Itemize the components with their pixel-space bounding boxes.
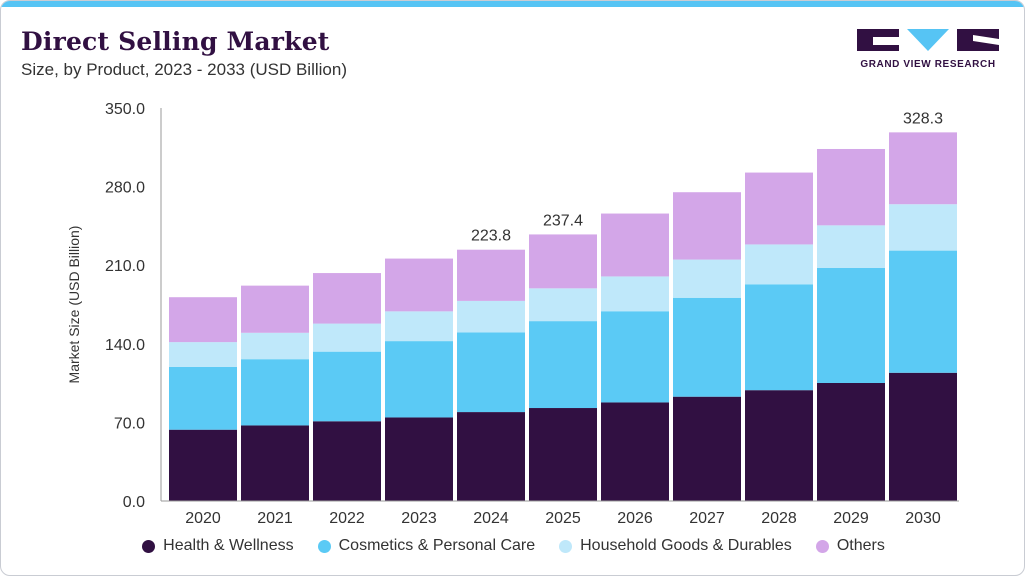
legend-dot-icon xyxy=(142,539,156,553)
logo-notch xyxy=(873,37,899,45)
bar-segment-2025-2 xyxy=(529,288,597,322)
total-label: 328.3 xyxy=(903,110,943,127)
y-tick-label: 350.0 xyxy=(105,101,145,118)
legend-item-health-wellness: Health & Wellness xyxy=(142,537,294,555)
bar-segment-2024-0 xyxy=(457,412,525,501)
bar-segment-2023-3 xyxy=(385,258,453,312)
bar-segment-2030-2 xyxy=(889,204,957,251)
bar-segment-2027-2 xyxy=(673,259,741,298)
legend-item-household-goods-durables: Household Goods & Durables xyxy=(559,537,792,555)
x-tick-label: 2024 xyxy=(473,510,509,527)
legend-label: Cosmetics & Personal Care xyxy=(338,537,536,554)
y-tick-label: 210.0 xyxy=(105,258,145,275)
legend-dot-icon xyxy=(559,539,573,553)
bar-segment-2024-2 xyxy=(457,300,525,333)
total-label: 223.8 xyxy=(471,228,511,245)
x-tick-label: 2020 xyxy=(185,510,221,527)
logo-slash xyxy=(973,35,999,45)
y-tick-label: 140.0 xyxy=(105,337,145,354)
bar-segment-2029-1 xyxy=(817,268,885,383)
grand-view-research-logo xyxy=(857,29,999,51)
bar-segment-2026-3 xyxy=(601,213,669,277)
bar-segment-2022-0 xyxy=(313,421,381,501)
bar-segment-2022-3 xyxy=(313,273,381,324)
bar-segment-2026-0 xyxy=(601,402,669,501)
bar-segment-2026-2 xyxy=(601,276,669,312)
bar-segment-2021-0 xyxy=(241,425,309,501)
y-tick-label: 70.0 xyxy=(114,415,145,432)
legend: Health & Wellness Cosmetics & Personal C… xyxy=(1,537,1024,555)
bar-segment-2020-3 xyxy=(169,297,237,343)
bar-segment-2021-2 xyxy=(241,332,309,360)
legend-item-others: Others xyxy=(815,537,885,555)
bar-segment-2023-1 xyxy=(385,341,453,418)
bar-segment-2020-1 xyxy=(169,366,237,430)
bar-segment-2030-1 xyxy=(889,250,957,373)
bar-segment-2021-3 xyxy=(241,285,309,333)
x-tick-label: 2030 xyxy=(905,510,941,527)
bar-segment-2030-0 xyxy=(889,372,957,501)
bar-segment-2020-0 xyxy=(169,429,237,501)
x-tick-label: 2028 xyxy=(761,510,797,527)
x-tick-label: 2029 xyxy=(833,510,869,527)
y-tick-label: 280.0 xyxy=(105,180,145,197)
x-tick-label: 2027 xyxy=(689,510,725,527)
bar-segment-2029-3 xyxy=(817,148,885,226)
bar-segment-2022-1 xyxy=(313,351,381,422)
bar-segment-2024-3 xyxy=(457,249,525,301)
bar-segment-2027-1 xyxy=(673,297,741,397)
y-tick-label: 0.0 xyxy=(123,494,145,511)
bar-segment-2028-3 xyxy=(745,172,813,245)
bar-segment-2023-0 xyxy=(385,417,453,501)
legend-label: Health & Wellness xyxy=(163,537,294,554)
bar-segment-2030-3 xyxy=(889,132,957,205)
x-tick-label: 2022 xyxy=(329,510,365,527)
legend-dot-icon xyxy=(317,539,331,553)
total-label: 237.4 xyxy=(543,212,583,229)
bar-segment-2025-1 xyxy=(529,321,597,409)
legend-label: Others xyxy=(836,537,885,554)
logo-chevron xyxy=(907,29,949,51)
legend-dot-icon xyxy=(815,539,829,553)
bar-segment-2023-2 xyxy=(385,311,453,342)
top-accent-bar xyxy=(1,1,1024,7)
y-axis-title: Market Size (USD Billion) xyxy=(66,226,82,384)
bar-segment-2028-2 xyxy=(745,244,813,285)
bar-segment-2024-1 xyxy=(457,332,525,413)
bar-segment-2025-3 xyxy=(529,234,597,289)
bar-segment-2020-2 xyxy=(169,342,237,367)
bar-segment-2027-3 xyxy=(673,192,741,260)
bar-segment-2029-2 xyxy=(817,225,885,269)
bar-segment-2021-1 xyxy=(241,359,309,426)
bar-segment-2028-0 xyxy=(745,390,813,501)
bar-segment-2028-1 xyxy=(745,284,813,391)
legend-label: Household Goods & Durables xyxy=(580,537,792,554)
bar-segment-2029-0 xyxy=(817,382,885,501)
bar-segment-2027-0 xyxy=(673,396,741,501)
x-tick-label: 2026 xyxy=(617,510,653,527)
x-tick-label: 2023 xyxy=(401,510,437,527)
bar-segment-2022-2 xyxy=(313,323,381,352)
bar-segment-2026-1 xyxy=(601,311,669,403)
legend-item-cosmetics-personal-care: Cosmetics & Personal Care xyxy=(317,537,536,555)
chart-title: Direct Selling Market xyxy=(21,27,330,56)
x-tick-label: 2025 xyxy=(545,510,581,527)
brand-name: GRAND VIEW RESEARCH xyxy=(860,59,996,70)
chart-subtitle: Size, by Product, 2023 - 2033 (USD Billi… xyxy=(21,60,347,79)
x-tick-label: 2021 xyxy=(257,510,293,527)
bar-segment-2025-0 xyxy=(529,408,597,501)
